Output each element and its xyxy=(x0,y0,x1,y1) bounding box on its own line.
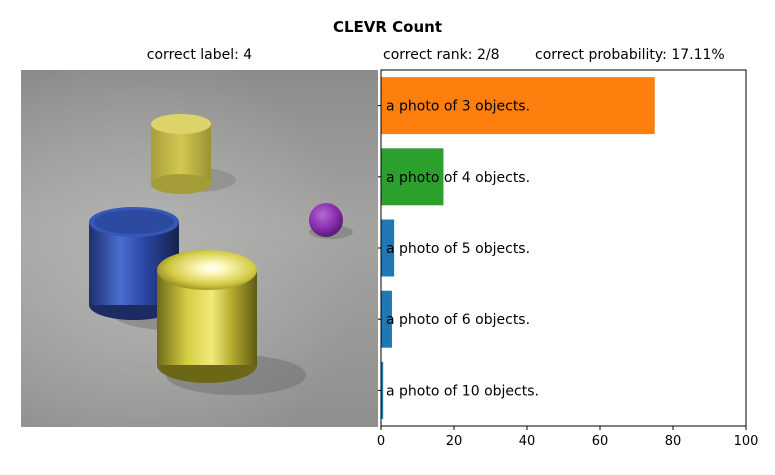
clevr-scene-image xyxy=(21,70,378,427)
probability-bar-chart: 0 20 40 60 80 100 a photo of 3 objects. a phot… xyxy=(377,69,759,449)
purple-sphere xyxy=(309,203,343,237)
bar-2 xyxy=(381,148,444,206)
bar-label-1: a photo of 3 objects. xyxy=(386,99,530,115)
x-tick-label-6: 100 xyxy=(734,434,759,449)
bar-label-3: a photo of 5 objects. xyxy=(386,241,530,257)
bar-label-4: a photo of 6 objects. xyxy=(386,312,530,328)
bar-1 xyxy=(381,77,655,135)
x-tick-label-3: 40 xyxy=(519,434,536,449)
correct-rank-caption: correct rank: 2/8 xyxy=(383,47,500,63)
bar-label-5: a photo of 10 objects. xyxy=(386,383,539,399)
chart-title: CLEVR Count xyxy=(332,18,443,36)
correct-probability-caption: correct probability: 17.11% xyxy=(535,47,725,63)
large-yellow-metal-cylinder xyxy=(157,250,257,383)
bar-3 xyxy=(381,219,395,277)
x-tick-label-1: 0 xyxy=(377,434,385,449)
x-tick-label-2: 20 xyxy=(446,434,463,449)
x-tick-label-5: 80 xyxy=(665,434,682,449)
bar-label-2: a photo of 4 objects. xyxy=(386,170,530,186)
x-tick-label-4: 60 xyxy=(592,434,609,449)
correct-label-caption: correct label: 4 xyxy=(146,47,253,63)
bar-4 xyxy=(381,290,392,348)
small-yellow-cylinder xyxy=(151,114,211,194)
bar-5 xyxy=(381,361,384,419)
